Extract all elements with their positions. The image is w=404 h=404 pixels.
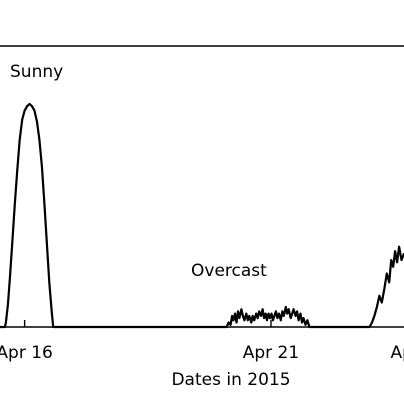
x-tick-label-0: Apr 16	[0, 343, 53, 363]
annotation-overcast: Overcast	[191, 261, 267, 281]
x-tick-label-2: Apr 26	[391, 343, 404, 363]
x-tick-label-1: Apr 21	[243, 343, 299, 363]
annotation-sunny: Sunny	[10, 62, 63, 82]
x-ticks: Apr 16 Apr 21 Apr 26	[0, 320, 404, 363]
x-axis-label: Dates in 2015	[171, 370, 290, 390]
series-line-0	[0, 102, 404, 329]
series-layer	[0, 102, 404, 329]
